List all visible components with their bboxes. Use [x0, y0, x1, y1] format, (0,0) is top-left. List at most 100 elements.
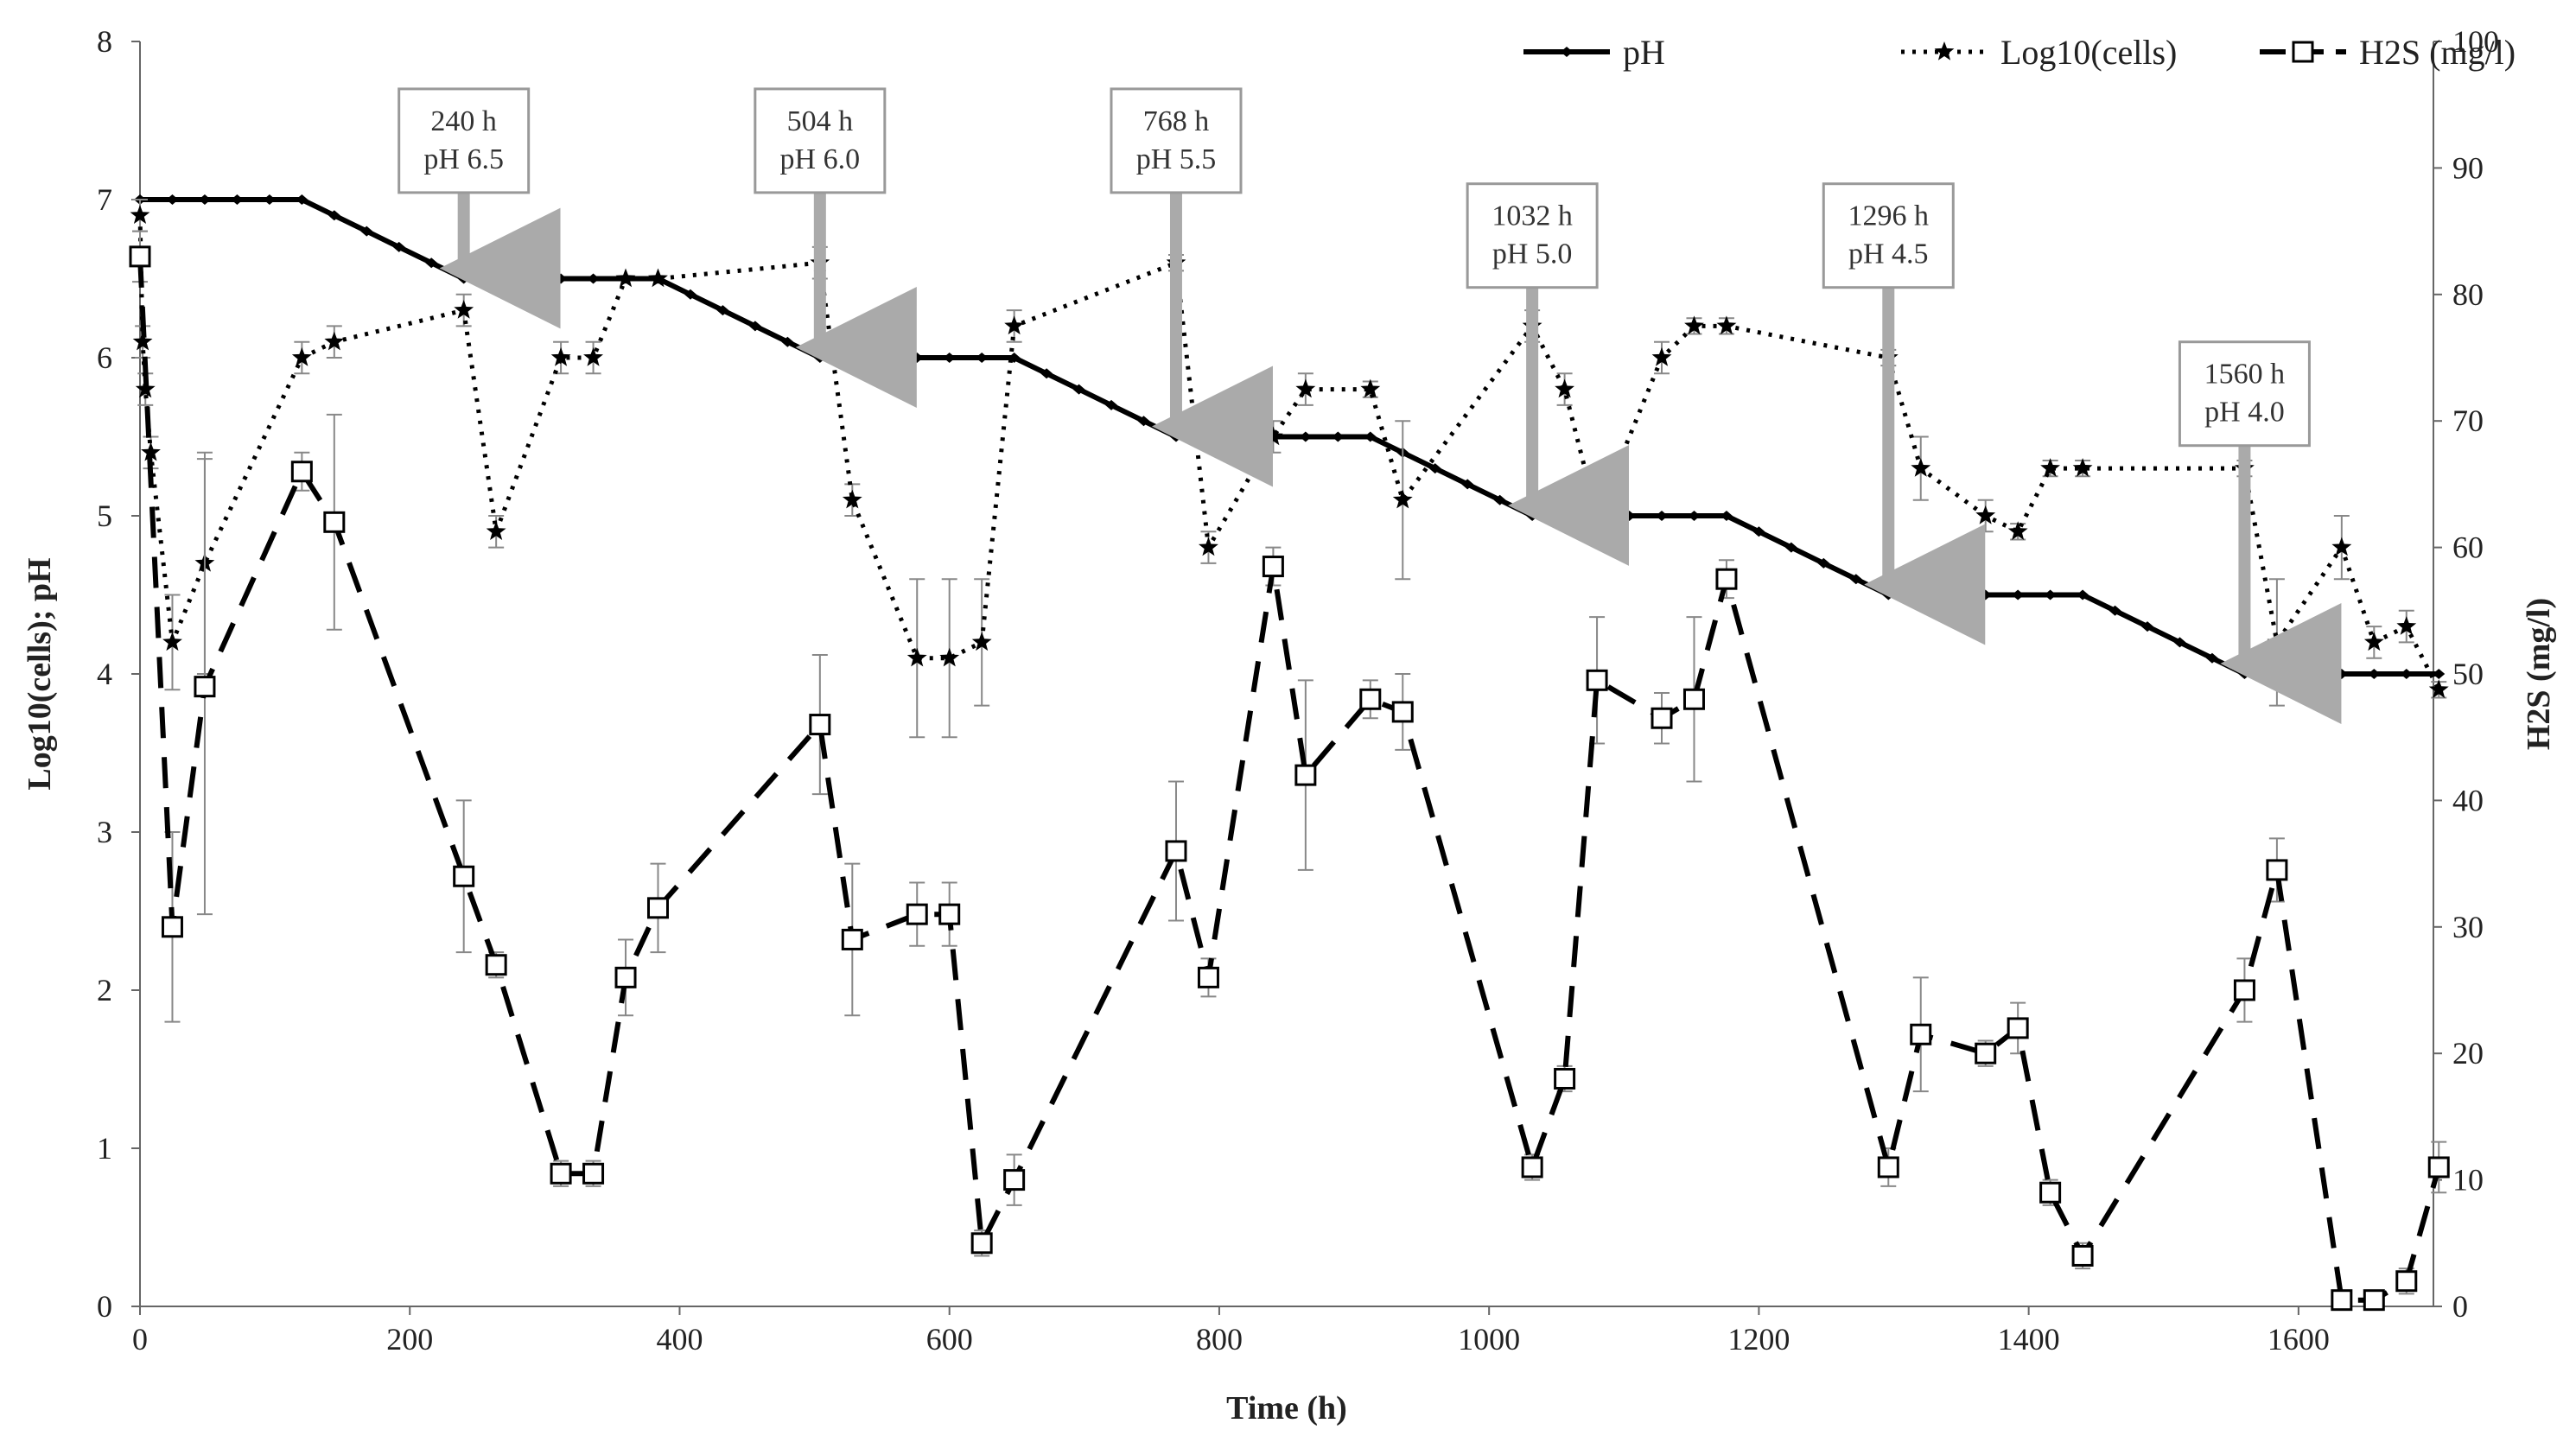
- annotation-time: 504 h: [787, 105, 854, 137]
- cells-point: [162, 632, 182, 651]
- x-tick-label: 200: [386, 1322, 433, 1357]
- h2s-point: [1197, 966, 1219, 988]
- annotation-box: [398, 87, 531, 194]
- h2s-point: [1910, 1023, 1932, 1045]
- y-right-tick-label: 90: [2452, 150, 2484, 185]
- ph-point: [587, 273, 600, 284]
- annotation-504: 504 h pH 6.0: [754, 87, 917, 408]
- axes: 0 200 400 600 800 1000 1200 1400 160001234567801…: [97, 24, 2499, 1357]
- annotation-time: 1560 h: [2204, 359, 2286, 391]
- annotation-768: 768 h pH 5.5: [1110, 87, 1273, 487]
- h2s-point: [1391, 701, 1414, 723]
- annotation-ph: pH 4.0: [2204, 397, 2285, 429]
- annotation-ph: pH 6.5: [423, 143, 504, 175]
- x-axis-title: Time (h): [1226, 1390, 1347, 1426]
- ph-point: [1493, 494, 1506, 505]
- ph-point: [490, 273, 503, 284]
- h2s-point: [290, 461, 313, 483]
- ph-point: [296, 194, 308, 205]
- annotation-1560: 1560 h pH 4.0: [2178, 340, 2342, 724]
- h2s-point: [2039, 1181, 2062, 1204]
- cells-point: [1587, 505, 1607, 524]
- cells-point: [486, 521, 506, 540]
- y-right-tick-label: 40: [2452, 783, 2484, 817]
- y-right-tick-label: 50: [2452, 657, 2484, 691]
- ph-point: [425, 257, 438, 269]
- series-h2s-mg-l: [129, 230, 2450, 1312]
- h2s-point: [2233, 979, 2255, 1001]
- h2s-point: [2427, 1156, 2450, 1179]
- h2s-point: [809, 714, 831, 736]
- h2s-point: [2395, 1270, 2418, 1293]
- ph-point: [1332, 431, 1345, 442]
- x-tick-label: 1400: [1998, 1322, 2060, 1357]
- x-tick-label: 600: [926, 1322, 973, 1357]
- h2s-point: [2363, 1289, 2385, 1312]
- h2s-point: [1586, 669, 1608, 691]
- annotation-box: [2178, 340, 2311, 448]
- ph-point: [522, 273, 535, 284]
- ph-point: [1040, 368, 1053, 379]
- h2s-point: [1262, 556, 1284, 578]
- cells-point: [648, 268, 668, 288]
- cells-point: [2072, 458, 2093, 477]
- ph-point: [976, 353, 989, 363]
- ph-point: [1558, 511, 1571, 521]
- ph-point: [263, 194, 276, 205]
- h2s-point: [2266, 859, 2288, 881]
- cells-point: [2396, 616, 2417, 635]
- ph-point: [684, 289, 696, 300]
- annotation-ph: pH 6.0: [780, 143, 861, 175]
- ph-point: [2205, 652, 2218, 664]
- ph-point: [2335, 669, 2348, 679]
- ph-point: [2433, 669, 2446, 679]
- annotation-time: 240 h: [430, 105, 497, 137]
- ph-point: [2109, 605, 2121, 616]
- ph-point: [1784, 542, 1797, 553]
- annotation-ph: pH 4.5: [1848, 238, 1929, 270]
- cells-point: [939, 647, 960, 667]
- ph-point: [748, 321, 761, 332]
- x-tick-label: 1200: [1727, 1322, 1790, 1357]
- h2s-point: [1554, 1067, 1576, 1090]
- ph-point: [1234, 431, 1247, 442]
- legend-marker: [1934, 41, 1955, 60]
- ph-point: [1461, 479, 1474, 490]
- cells-point: [291, 347, 312, 366]
- ph-point: [1688, 511, 1701, 521]
- annotation-layer: 240 h pH 6.5 504 h pH 6.0 768 h pH 5.5 1032 h p…: [398, 87, 2342, 724]
- ph-point: [2400, 669, 2413, 679]
- y-right-tick-label: 20: [2452, 1036, 2484, 1071]
- y-left-tick-label: 2: [97, 973, 112, 1007]
- series-line-ph: [140, 197, 2439, 677]
- series-layer: [129, 194, 2450, 1312]
- h2s-point: [485, 954, 507, 976]
- ph-point: [198, 194, 211, 205]
- y-left-tick-label: 8: [97, 24, 112, 59]
- h2s-point: [646, 897, 669, 919]
- cells-point: [132, 331, 153, 351]
- ph-point: [2141, 621, 2154, 632]
- series-ph: [134, 194, 2446, 679]
- annotation-1032: 1032 h pH 5.0: [1466, 182, 1630, 566]
- ph-point: [1979, 589, 1992, 600]
- cells-point: [906, 647, 927, 667]
- annotation-1296: 1296 h pH 4.5: [1822, 182, 1986, 645]
- h2s-point: [1003, 1169, 1026, 1191]
- x-tick-label: 1600: [2268, 1322, 2330, 1357]
- h2s-point: [453, 865, 475, 887]
- ph-point: [392, 241, 405, 252]
- h2s-point: [1359, 688, 1382, 710]
- ph-point: [1947, 589, 1960, 600]
- h2s-point: [2331, 1289, 2353, 1312]
- y-axis-left-title: Log10(cells); pH: [22, 557, 58, 790]
- h2s-point: [1877, 1156, 1899, 1179]
- annotation-box: [1822, 182, 1955, 289]
- cells-point: [141, 442, 161, 461]
- legend-entry-h2s-mg-l: H2S (mg/l): [2260, 33, 2516, 72]
- annotation-240: 240 h pH 6.5: [398, 87, 561, 329]
- h2s-point: [161, 916, 183, 938]
- h2s-point: [906, 903, 928, 925]
- y-left-tick-label: 3: [97, 815, 112, 849]
- legend-entry-log10-cells: Log10(cells): [1901, 33, 2177, 72]
